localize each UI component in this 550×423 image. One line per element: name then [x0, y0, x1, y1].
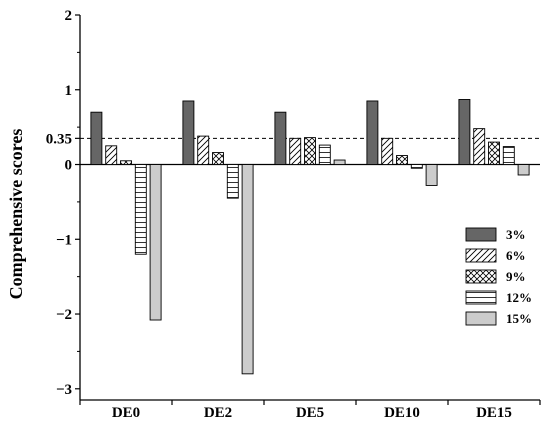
y-tick-label: 0	[65, 158, 73, 174]
y-axis-title: Comprehensive scores	[6, 129, 26, 300]
bar-de2-series-4	[226, 164, 239, 199]
x-tick-label: DE2	[204, 405, 232, 421]
plot-area: DE0 DE2 DE5 DE10 DE15 2 1 0.35 0 −1 −2 −3 3% 6% 9% 12% 1…	[46, 8, 541, 421]
legend-swatch-series-2	[465, 248, 497, 263]
legend-swatch-series-1	[465, 227, 497, 242]
legend-label: 12%	[506, 290, 532, 305]
legend-swatch-series-4	[465, 290, 497, 305]
legend-label: 9%	[506, 269, 526, 284]
bar-de2-series-1	[182, 100, 195, 165]
legend-label: 15%	[506, 311, 532, 326]
legend-swatch-series-3	[465, 269, 497, 284]
bar-de0-series-5	[149, 164, 162, 321]
bar-de2-series-5	[241, 164, 254, 375]
bar-de10-series-5	[425, 164, 438, 186]
bar-de5-series-4	[318, 144, 331, 165]
x-tick-label: DE5	[296, 405, 324, 421]
bar-de0-series-1	[90, 111, 103, 165]
x-tick-label: DE10	[384, 405, 420, 421]
bar-de15-series-4	[502, 146, 515, 165]
y-tick-label: −1	[56, 232, 72, 248]
bar-de10-series-4	[410, 164, 423, 169]
bar-de0-series-2	[105, 145, 118, 165]
bar-de5-series-3	[304, 137, 316, 165]
bar-de10-series-1	[366, 100, 379, 165]
y-tick-label: 0.35	[46, 131, 72, 147]
x-tick-label: DE0	[112, 405, 140, 421]
legend-label: 3%	[506, 227, 526, 242]
bar-de5-series-1	[274, 111, 287, 165]
y-tick-label: 2	[65, 8, 73, 24]
bar-de15-series-3	[488, 141, 500, 165]
legend-swatch-series-5	[465, 311, 497, 326]
bar-de5-series-5	[333, 159, 346, 165]
bar-de2-series-3	[212, 152, 224, 165]
y-tick-label: 1	[65, 83, 73, 99]
bar-de2-series-2	[197, 135, 210, 165]
y-tick-label: −2	[56, 307, 72, 323]
x-tick-label: DE15	[476, 405, 512, 421]
legend-label: 6%	[506, 248, 526, 263]
bar-de15-series-1	[458, 99, 471, 165]
bar-de0-series-4	[134, 164, 147, 255]
bar-de10-series-2	[381, 137, 394, 165]
bar-de10-series-3	[396, 155, 408, 165]
bar-de5-series-2	[289, 137, 302, 165]
bar-de0-series-3	[120, 160, 132, 165]
y-tick-label: −3	[56, 382, 72, 398]
bar-de15-series-2	[473, 128, 486, 165]
bar-de15-series-5	[517, 164, 530, 176]
